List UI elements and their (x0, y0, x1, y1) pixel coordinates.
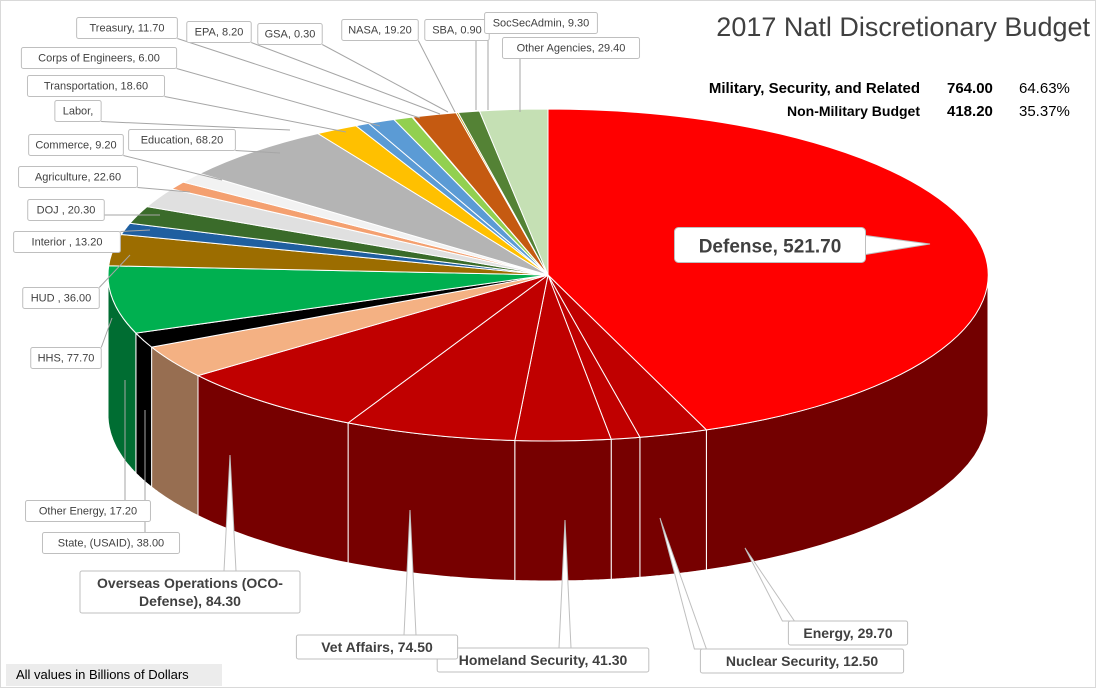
slice-label-education: Education, 68.20 (141, 135, 224, 147)
label-box-energy (787, 620, 909, 646)
slice-label-overseas-operations-oco-defense-: Defense), 84.30 (139, 593, 241, 609)
leader-line-nasa (417, 40, 456, 113)
slice-overseas-operations-oco-defense- (196, 274, 549, 424)
leader-line-agriculture (137, 187, 191, 193)
slice-label-transportation: Transportation, 18.60 (44, 81, 148, 93)
label-box-gsa (257, 23, 323, 45)
label-box-vet-affairs (295, 634, 459, 660)
slice-label-corps-of-engineers: Corps of Engineers, 6.00 (38, 53, 160, 65)
slice-side-nuclear-security (610, 436, 641, 580)
leader-line-hud (98, 254, 131, 288)
label-box-doj (27, 199, 105, 221)
slice-label-doj: DOJ , 20.30 (37, 205, 96, 217)
leader-line-hhs (100, 317, 113, 348)
label-box-overseas-operations-oco-defense- (79, 570, 301, 614)
leader-line-labor (101, 121, 291, 131)
leader-pointer-energy (744, 547, 796, 622)
slice-label-agriculture: Agriculture, 22.60 (35, 172, 121, 184)
summary-value-nonmilitary: 418.20 (947, 103, 993, 120)
summary-label-military: Military, Security, and Related (708, 80, 920, 97)
slice-label-labor: Labor, (63, 106, 94, 118)
slice-hhs (107, 265, 549, 334)
label-box-treasury (76, 17, 178, 39)
label-box-transportation (26, 75, 166, 97)
pie-top-faces (107, 108, 989, 442)
leader-line-corps-of-engineers (176, 68, 381, 127)
label-box-epa (186, 21, 252, 43)
label-box-hhs (30, 347, 102, 369)
pie-side-walls (107, 274, 989, 582)
slice-label-commerce: Commerce, 9.20 (35, 140, 116, 152)
slice-label-homeland-security: Homeland Security, 41.30 (459, 652, 628, 668)
summary-value-military: 764.00 (947, 80, 993, 97)
label-box-agriculture (18, 166, 138, 188)
slice-label-state-usaid-: State, (USAID), 38.00 (58, 538, 164, 550)
leader-line-commerce (123, 155, 223, 181)
label-box-interior (13, 231, 121, 253)
slice-label-sba: SBA, 0.90 (432, 25, 482, 37)
slice-label-hud: HUD , 36.00 (31, 293, 92, 305)
slice-label-socsecadmin: SocSecAdmin, 9.30 (493, 18, 590, 30)
slice-defense (547, 108, 989, 431)
leader-line-gsa (321, 44, 449, 113)
label-box-other-agencies (501, 37, 641, 59)
leader-line-education (235, 150, 281, 154)
slice-label-gsa: GSA, 0.30 (265, 29, 316, 41)
slice-label-treasury: Treasury, 11.70 (90, 23, 165, 35)
label-box-nasa (341, 19, 419, 41)
footnote: All values in Billions of Dollars (6, 664, 222, 686)
label-box-defense (674, 227, 866, 263)
label-box-socsecadmin (484, 12, 598, 34)
label-box-homeland-security (436, 647, 650, 673)
slice-labels: Defense, 521.70 Energy, 29.70 Nuclear Secu… (13, 12, 909, 674)
label-box-commerce (28, 134, 124, 156)
slice-label-overseas-operations-oco-defense-: Overseas Operations (OCO- (97, 575, 283, 591)
slice-side-vet-affairs (347, 422, 516, 582)
slice-label-energy: Energy, 29.70 (803, 625, 892, 641)
label-box-corps-of-engineers (20, 47, 178, 69)
slice-label-other-agencies: Other Agencies, 29.40 (517, 43, 626, 55)
slice-other-agencies (478, 108, 549, 276)
slice-label-interior: Interior , 13.20 (32, 237, 103, 249)
slice-label-hhs: HHS, 77.70 (38, 353, 95, 365)
label-box-labor (54, 100, 102, 122)
leader-line-interior (120, 229, 151, 232)
summary-label-nonmilitary: Non-Military Budget (787, 103, 920, 119)
summary-row-military: Military, Security, and Related 764.00 6… (0, 80, 1096, 100)
leader-pointer-nuclear-security (659, 517, 708, 650)
slice-label-nasa: NASA, 19.20 (348, 25, 412, 37)
leader-line-treasury (177, 38, 421, 119)
leader-line-transportation (164, 96, 347, 133)
slice-vet-affairs (346, 273, 549, 442)
summary-percent-nonmilitary: 35.37% (1019, 103, 1070, 120)
slice-label-epa: EPA, 8.20 (195, 27, 244, 39)
slice-label-defense: Defense, 521.70 (699, 237, 842, 258)
slice-label-nuclear-security: Nuclear Security, 12.50 (726, 653, 878, 669)
slice-label-vet-affairs: Vet Affairs, 74.50 (321, 639, 433, 655)
summary-row-nonmilitary: Non-Military Budget 418.20 35.37% (0, 103, 1096, 123)
label-box-nuclear-security (699, 648, 905, 674)
label-box-state-usaid- (41, 532, 181, 554)
label-box-other-energy (25, 500, 151, 522)
leader-line-epa (251, 42, 441, 115)
summary-percent-military: 64.63% (1019, 80, 1070, 97)
label-box-hud (22, 287, 100, 309)
chart-title: 2017 Natl Discretionary Budget (716, 12, 1090, 42)
slice-side-other-energy (135, 331, 153, 489)
label-box-education (128, 129, 236, 151)
slice-label-other-energy: Other Energy, 17.20 (39, 506, 137, 518)
